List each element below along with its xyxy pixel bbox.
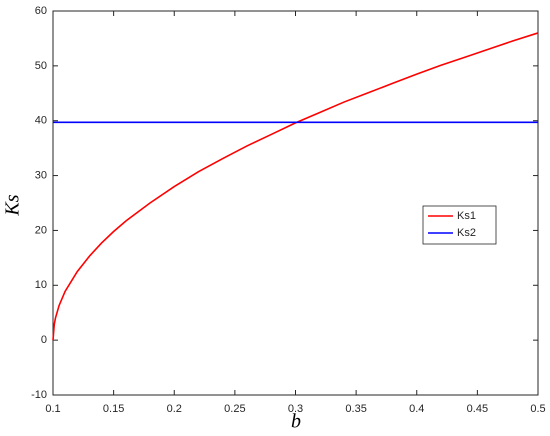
x-tick-label: 0.5 <box>530 403 545 415</box>
x-tick-label: 0.15 <box>103 403 124 415</box>
y-tick-label: 60 <box>35 5 47 17</box>
y-tick-label: 40 <box>35 115 47 127</box>
x-tick-label: 0.2 <box>167 403 182 415</box>
legend-label: Ks2 <box>457 227 476 239</box>
y-tick-label: -10 <box>31 389 47 401</box>
y-tick-label: 10 <box>35 279 47 291</box>
x-tick-label: 0.1 <box>45 403 60 415</box>
x-tick-label: 0.25 <box>224 403 245 415</box>
legend-label: Ks1 <box>457 210 476 222</box>
y-tick-label: 0 <box>41 334 47 346</box>
y-axis-label: Ks <box>2 194 24 216</box>
x-axis-label: b <box>291 411 301 433</box>
y-tick-label: 50 <box>35 60 47 72</box>
x-tick-label: 0.45 <box>467 403 488 415</box>
x-tick-label: 0.3 <box>288 403 303 415</box>
legend-box <box>422 205 497 245</box>
x-tick-label: 0.35 <box>345 403 366 415</box>
line <box>52 32 539 341</box>
y-tick-label: 20 <box>35 224 47 236</box>
x-tick-label: 0.4 <box>409 403 424 415</box>
y-tick-label: 30 <box>35 169 47 181</box>
